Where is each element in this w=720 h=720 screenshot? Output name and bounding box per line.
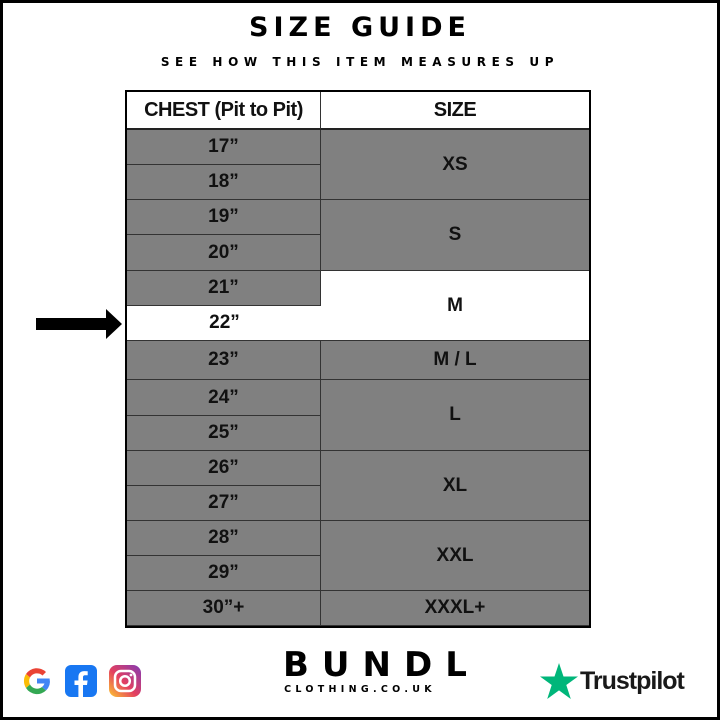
chest-cell: 21” xyxy=(127,271,321,306)
chest-cell: 25” xyxy=(127,416,321,451)
chest-cell: 17” xyxy=(127,130,321,165)
chest-cell: 24” xyxy=(127,380,321,416)
trustpilot-star-icon xyxy=(540,663,578,699)
google-icon[interactable] xyxy=(20,664,54,698)
brand-name: BUNDL xyxy=(283,645,480,685)
instagram-icon[interactable] xyxy=(108,664,142,698)
page-title: SIZE GUIDE xyxy=(249,12,471,43)
size-cell: XL xyxy=(321,451,589,521)
chest-cell: 18” xyxy=(127,165,321,200)
chest-cell: 26” xyxy=(127,451,321,486)
size-cell: S xyxy=(321,200,589,271)
size-cell: L xyxy=(321,380,589,451)
size-cell: XXXL+ xyxy=(321,591,589,626)
size-cell: M / L xyxy=(321,341,589,380)
header-size: SIZE xyxy=(321,92,589,130)
social-icons xyxy=(20,664,142,698)
brand-site: CLOTHING.CO.UK xyxy=(284,684,436,695)
size-cell: M xyxy=(321,271,589,341)
chest-cell: 27” xyxy=(127,486,321,521)
chest-cell: 30”+ xyxy=(127,591,321,626)
arrow-icon xyxy=(36,309,122,339)
facebook-icon[interactable] xyxy=(64,664,98,698)
chest-cell: 23” xyxy=(127,341,321,380)
chest-cell: 19” xyxy=(127,200,321,235)
chest-cell: 20” xyxy=(127,235,321,271)
size-cell: XXL xyxy=(321,521,589,591)
brand-logo: BUNDL CLOTHING.CO.UK xyxy=(270,645,480,695)
size-cell: XS xyxy=(321,130,589,200)
chest-cell: 28” xyxy=(127,521,321,556)
size-table: CHEST (Pit to Pit) SIZE 17” 18” 19” 20” 21” 2… xyxy=(125,90,591,628)
chest-cell: 22” xyxy=(127,306,322,341)
trustpilot-logo: Trustpilot xyxy=(540,663,685,699)
header-chest: CHEST (Pit to Pit) xyxy=(127,92,321,130)
page-subtitle: SEE HOW THIS ITEM MEASURES UP xyxy=(160,55,560,69)
trustpilot-label: Trustpilot xyxy=(580,666,685,695)
chest-cell: 29” xyxy=(127,556,321,591)
